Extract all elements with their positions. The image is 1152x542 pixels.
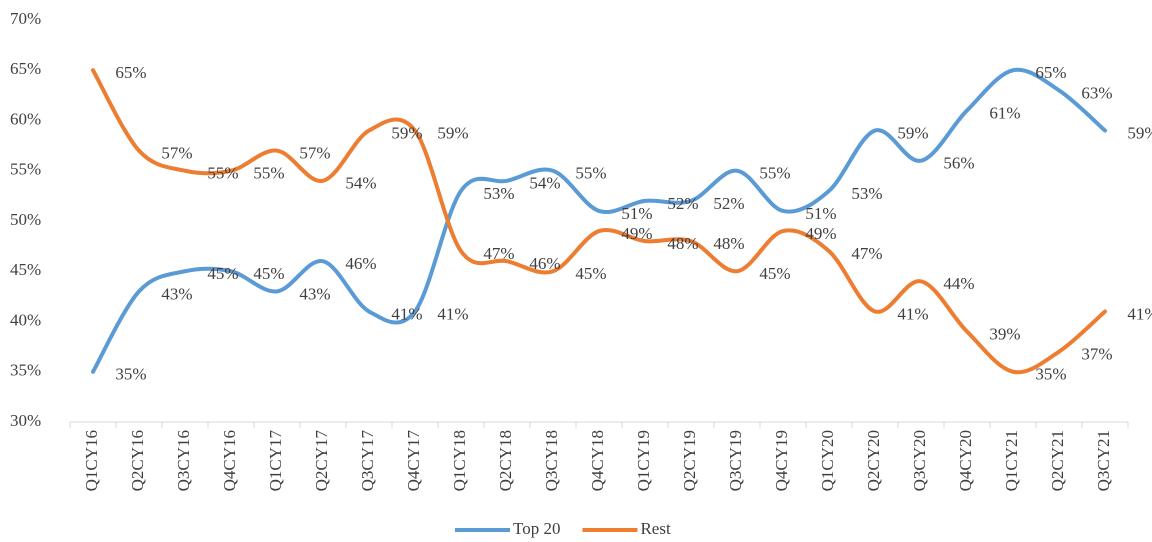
data-label: 54%	[345, 174, 376, 193]
x-tick-label: Q1CY17	[266, 430, 285, 492]
x-tick-label: Q3CY21	[1094, 430, 1113, 491]
y-tick-label: 40%	[10, 310, 41, 329]
line-series	[91, 68, 1107, 375]
x-tick-label: Q4CY19	[772, 430, 791, 491]
line-series	[91, 67, 1107, 374]
data-label: 43%	[299, 284, 330, 303]
x-tick-label: Q2CY16	[128, 430, 147, 491]
data-label: 39%	[989, 324, 1020, 343]
y-tick-label: 30%	[10, 411, 41, 430]
x-tick-label: Q4CY16	[220, 430, 239, 491]
x-tick-label: Q3CY20	[910, 430, 929, 491]
data-label: 47%	[483, 244, 514, 263]
legend-label: Top 20	[513, 519, 560, 538]
data-label: 53%	[483, 184, 514, 203]
data-label: 59%	[437, 123, 468, 142]
y-tick-label: 60%	[10, 109, 41, 128]
x-tick-label: Q2CY19	[680, 430, 699, 491]
data-label: 43%	[161, 284, 192, 303]
data-label: 65%	[1035, 63, 1066, 82]
data-label: 48%	[713, 234, 744, 253]
data-label: 51%	[805, 204, 836, 223]
data-label: 41%	[1127, 304, 1152, 323]
data-label: 46%	[345, 254, 376, 273]
data-label: 57%	[299, 144, 330, 163]
y-tick-label: 45%	[10, 260, 41, 279]
data-label: 52%	[713, 194, 744, 213]
data-label: 35%	[1035, 365, 1066, 384]
data-label: 55%	[575, 164, 606, 183]
x-tick-label: Q1CY19	[634, 430, 653, 491]
data-label: 41%	[437, 304, 468, 323]
data-label: 57%	[161, 144, 192, 163]
data-label: 46%	[529, 254, 560, 273]
data-label: 45%	[575, 264, 606, 283]
y-tick-label: 55%	[10, 160, 41, 179]
data-label: 44%	[943, 274, 974, 293]
x-tick-label: Q3CY19	[726, 430, 745, 491]
data-label: 45%	[207, 264, 238, 283]
data-label: 41%	[897, 304, 928, 323]
x-tick-label: Q2CY18	[496, 430, 515, 491]
x-tick-label: Q2CY20	[864, 430, 883, 491]
data-label: 47%	[851, 244, 882, 263]
data-label: 55%	[253, 164, 284, 183]
x-tick-label: Q1CY20	[818, 430, 837, 491]
data-label: 59%	[897, 123, 928, 142]
data-label: 49%	[621, 224, 652, 243]
x-tick-label: Q4CY17	[404, 430, 423, 492]
data-label: 49%	[805, 224, 836, 243]
data-label: 55%	[207, 164, 238, 183]
data-label: 48%	[667, 234, 698, 253]
y-tick-label: 70%	[10, 9, 41, 28]
data-label: 59%	[1127, 123, 1152, 142]
y-tick-label: 50%	[10, 210, 41, 229]
x-tick-label: Q1CY16	[82, 430, 101, 491]
x-tick-label: Q4CY18	[588, 430, 607, 491]
x-tick-label: Q1CY21	[1002, 430, 1021, 491]
data-label: 37%	[1081, 345, 1112, 364]
data-label: 45%	[759, 264, 790, 283]
x-tick-label: Q3CY17	[358, 430, 377, 492]
data-label: 52%	[667, 194, 698, 213]
data-label: 51%	[621, 204, 652, 223]
x-tick-label: Q3CY16	[174, 430, 193, 491]
data-label: 35%	[115, 365, 146, 384]
data-label: 59%	[391, 123, 422, 142]
data-label: 41%	[391, 304, 422, 323]
data-label: 61%	[989, 103, 1020, 122]
data-label: 55%	[759, 164, 790, 183]
x-tick-label: Q1CY18	[450, 430, 469, 491]
data-label: 63%	[1081, 83, 1112, 102]
data-label: 45%	[253, 264, 284, 283]
data-label: 56%	[943, 154, 974, 173]
legend-label: Rest	[640, 519, 671, 538]
x-tick-label: Q3CY18	[542, 430, 561, 491]
y-tick-label: 35%	[10, 361, 41, 380]
x-tick-label: Q4CY20	[956, 430, 975, 491]
data-label: 65%	[115, 63, 146, 82]
x-tick-label: Q2CY17	[312, 430, 331, 492]
data-label: 54%	[529, 174, 560, 193]
y-tick-label: 65%	[10, 59, 41, 78]
data-label: 53%	[851, 184, 882, 203]
x-tick-label: Q2CY21	[1048, 430, 1067, 491]
